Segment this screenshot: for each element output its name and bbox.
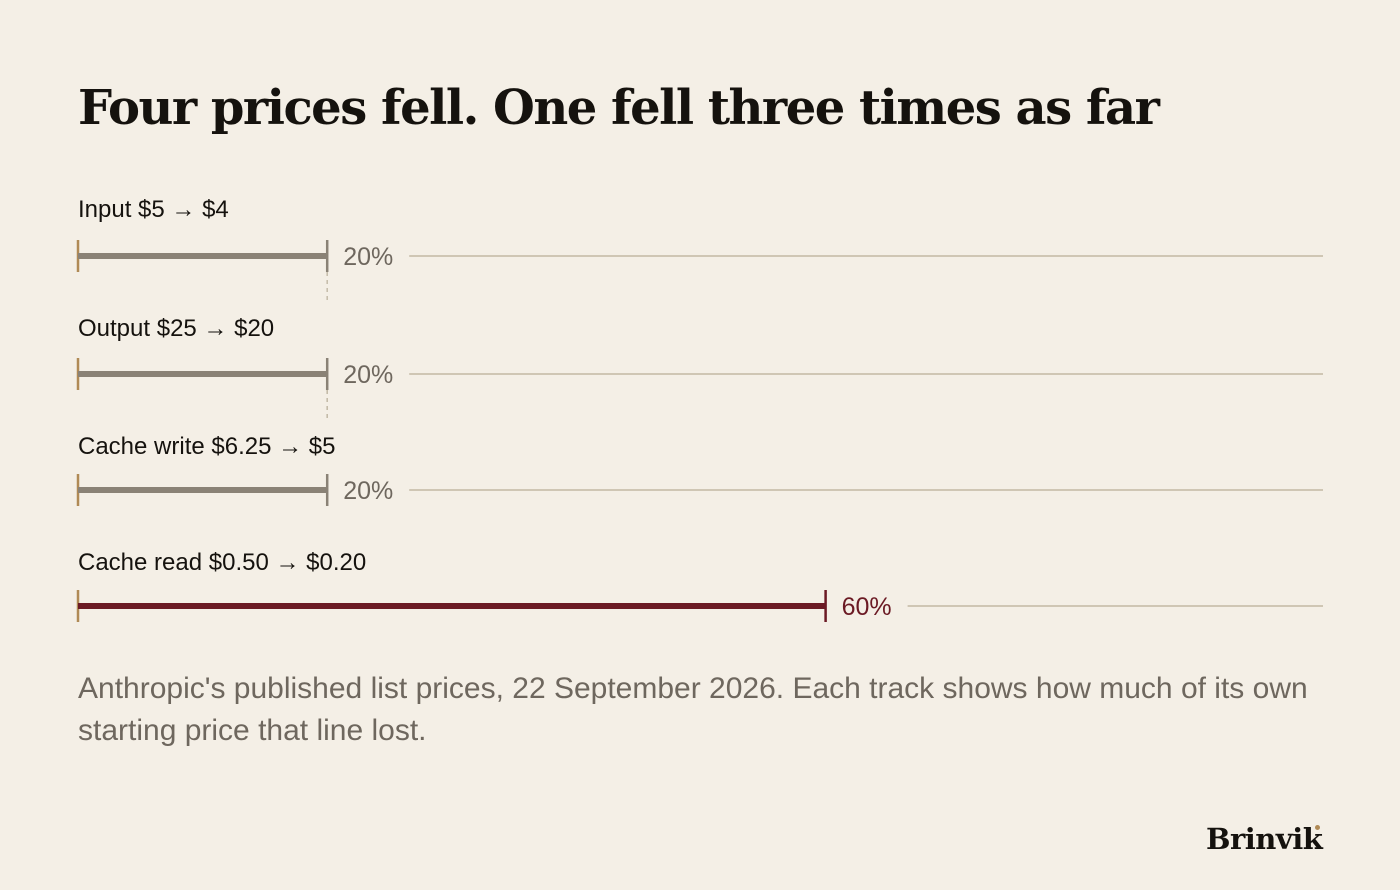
row-label-cache-write: Cache write $6.25 → $5 xyxy=(78,433,336,460)
value-label-3: 60% xyxy=(842,593,892,621)
value-label-0: 20% xyxy=(343,243,393,271)
row-label-output: Output $25 → $20 xyxy=(78,315,275,342)
caption: Anthropic's published list prices, 22 Se… xyxy=(78,672,1308,747)
brand-logo: Brinvik xyxy=(1206,822,1323,856)
row-label-cache-read: Cache read $0.50 → $0.20 xyxy=(78,549,367,576)
value-label-1: 20% xyxy=(343,361,393,389)
value-label-2: 20% xyxy=(343,477,393,505)
bars xyxy=(76,240,827,622)
tracks xyxy=(409,255,1323,607)
chart-title: Four prices fell. One fell three times a… xyxy=(78,80,1160,136)
value-labels: 20% 20% 20% 60% xyxy=(343,243,891,621)
brand-dot-icon xyxy=(1315,825,1320,830)
row-label-input: Input $5 → $4 xyxy=(78,196,229,223)
